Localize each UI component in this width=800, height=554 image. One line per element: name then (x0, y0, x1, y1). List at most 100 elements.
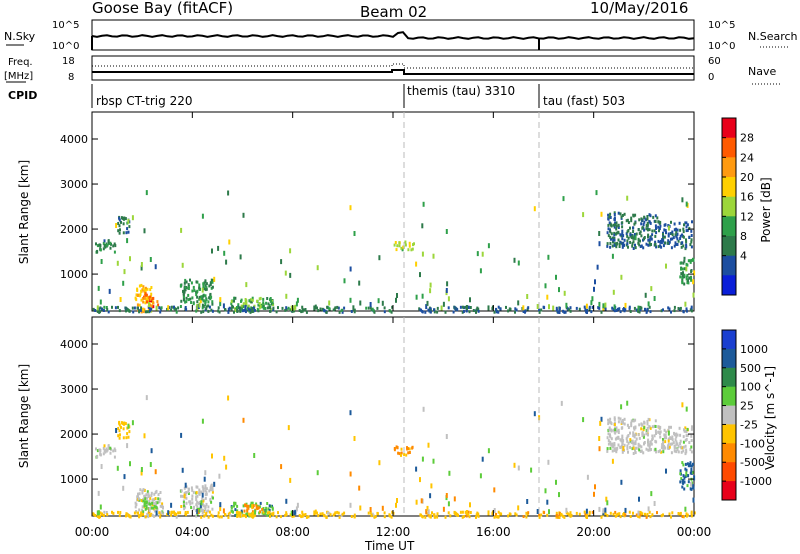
power-cell (198, 297, 201, 301)
power-cell (140, 265, 143, 271)
power-cell (623, 238, 626, 242)
velocity-colorbar-swatch-8 (722, 481, 736, 501)
power-cell (475, 310, 477, 314)
power-cell (209, 281, 212, 285)
velocity-cell (610, 428, 612, 432)
velocity-cell (246, 505, 249, 508)
power-cell (209, 293, 212, 297)
power-cell (94, 309, 97, 312)
power-cell (343, 306, 346, 310)
power-cell (158, 306, 161, 310)
power-cell (202, 310, 205, 314)
velocity-cell (204, 508, 207, 512)
power-cell (219, 297, 222, 303)
velocity-cell (689, 487, 692, 491)
power-cell (619, 233, 622, 237)
velocity-cell (180, 494, 182, 498)
power-cell (613, 237, 616, 240)
power-cell (671, 237, 674, 241)
velocity-cell (232, 510, 234, 514)
power-cell (598, 241, 601, 247)
velocity-cell (241, 514, 244, 518)
velocity-cell (606, 447, 609, 451)
power-cell (305, 310, 308, 314)
power-cell (660, 241, 663, 245)
velocity-cell (643, 433, 646, 437)
velocity-cell (94, 514, 97, 517)
power-cell (317, 309, 320, 313)
power-cell (122, 280, 125, 286)
power-cell (621, 229, 624, 233)
power-cell (140, 262, 143, 267)
power-cell (608, 221, 611, 225)
velocity-cell (272, 513, 275, 517)
power-cell (290, 305, 293, 311)
power-cell (665, 263, 667, 269)
power-cell (648, 241, 651, 245)
power-cell (493, 310, 496, 314)
power-cell (533, 206, 536, 212)
velocity-cell (613, 447, 616, 451)
velocity-y-tick-2: 3000 (60, 383, 88, 396)
velocity-cell (608, 420, 611, 424)
velocity-cell (546, 499, 549, 505)
power-cell (657, 245, 660, 249)
power-cell (203, 287, 206, 291)
power-cell (617, 223, 620, 227)
velocity-cell (667, 442, 670, 446)
velocity-cell (420, 498, 423, 504)
velocity-cell (557, 515, 560, 519)
velocity-cell (415, 466, 418, 472)
velocity-cell (569, 511, 572, 515)
power-cell (558, 311, 561, 314)
velocity-cell (154, 497, 157, 500)
power-cell (585, 310, 588, 314)
power-cell (285, 308, 288, 312)
velocity-cell (634, 433, 637, 437)
velocity-cell (665, 468, 667, 474)
velocity-cell (638, 496, 640, 502)
velocity-cell (429, 493, 432, 499)
velocity-cell (144, 497, 147, 501)
power-cell (304, 308, 307, 311)
velocity-cell (269, 514, 271, 518)
power-cell (224, 308, 227, 312)
velocity-cell (618, 512, 621, 516)
power-cell (621, 237, 624, 241)
velocity-cell (113, 447, 116, 451)
velocity-cell (233, 504, 235, 508)
velocity-cell (201, 508, 204, 512)
velocity-cell (332, 513, 335, 517)
velocity-cell (411, 445, 414, 449)
power-cell (234, 296, 237, 300)
power-cell (118, 224, 121, 228)
power-cell (217, 309, 220, 313)
power-cell (526, 294, 529, 299)
power-cell (268, 303, 271, 307)
velocity-cell (374, 515, 377, 518)
power-cell (555, 306, 558, 310)
freq-line (92, 69, 694, 75)
power-cell (609, 245, 612, 249)
power-cell (150, 304, 153, 308)
velocity-cell (97, 510, 100, 516)
velocity-cell (202, 499, 205, 503)
velocity-cell (159, 504, 162, 508)
velocity-cell (119, 433, 121, 437)
velocity-cell (161, 502, 164, 506)
power-cell (183, 288, 186, 294)
power-cell (647, 233, 650, 237)
velocity-cell (635, 437, 638, 441)
velocity-cell (201, 485, 204, 489)
velocity-cell (467, 510, 470, 514)
velocity-cell (185, 513, 188, 517)
power-cell (517, 300, 520, 306)
power-cell (334, 306, 337, 310)
velocity-cell (198, 507, 201, 513)
velocity-cell (104, 450, 107, 454)
power-cell (350, 310, 353, 313)
velocity-cell (103, 449, 106, 452)
velocity-cell (267, 507, 270, 511)
velocity-cell (632, 452, 635, 455)
